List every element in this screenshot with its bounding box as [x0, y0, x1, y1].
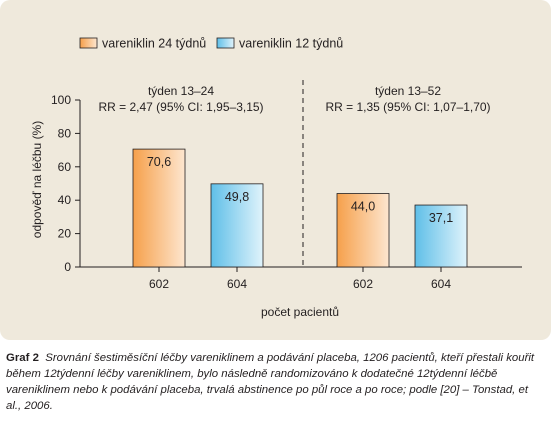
- x-axis-title: počet pacientů: [261, 305, 339, 319]
- y-axis-title: odpověď na léčbu (%): [30, 121, 44, 238]
- bar-value-label: 70,6: [147, 155, 171, 169]
- y-tick-label: 80: [58, 126, 72, 140]
- y-tick-label: 0: [64, 260, 71, 274]
- x-tick-label: 604: [431, 277, 451, 291]
- chart-panel: vareniklin 24 týdnů vareniklin 12 týdnů 0…: [0, 0, 551, 340]
- caption-text: Srovnání šestiměsíční léčby vareniklinem…: [6, 352, 535, 412]
- bar-0-0: [132, 148, 186, 268]
- y-tick-label: 60: [58, 160, 72, 174]
- y-tick-label: 100: [51, 93, 71, 107]
- legend-label-0: vareniklin 24 týdnů: [102, 37, 206, 51]
- bar-chart: vareniklin 24 týdnů vareniklin 12 týdnů 0…: [30, 37, 522, 319]
- y-tick-label: 40: [58, 193, 72, 207]
- panel-stat-0: RR = 2,47 (95% CI: 1,95–3,15): [98, 100, 263, 114]
- bar-value-label: 44,0: [351, 200, 375, 214]
- legend-label-1: vareniklin 12 týdnů: [239, 37, 343, 51]
- caption-label: Graf 2: [6, 352, 39, 364]
- bar-value-label: 49,8: [225, 190, 249, 204]
- y-tick-label: 20: [58, 227, 72, 241]
- x-tick-label: 604: [227, 277, 247, 291]
- panel-labels: týden 13–24 RR = 2,47 (95% CI: 1,95–3,15)…: [98, 84, 490, 114]
- panel-title-0: týden 13–24: [148, 84, 214, 98]
- legend-swatch-1: [216, 37, 235, 49]
- legend: vareniklin 24 týdnů vareniklin 12 týdnů: [79, 37, 343, 51]
- bar-1-1: [414, 204, 468, 268]
- bars: 70,6 602 49,8 604 44,0 602 37,1 604: [132, 148, 468, 291]
- x-tick-label: 602: [353, 277, 373, 291]
- x-tick-label: 602: [149, 277, 169, 291]
- panel-title-1: týden 13–52: [375, 84, 441, 98]
- bar-1-0: [336, 193, 390, 268]
- figure-caption: Graf 2 Srovnání šestiměsíční léčby varen…: [6, 350, 546, 414]
- legend-swatch-0: [79, 37, 98, 49]
- panel-stat-1: RR = 1,35 (95% CI: 1,07–1,70): [325, 100, 490, 114]
- bar-value-label: 37,1: [429, 211, 453, 225]
